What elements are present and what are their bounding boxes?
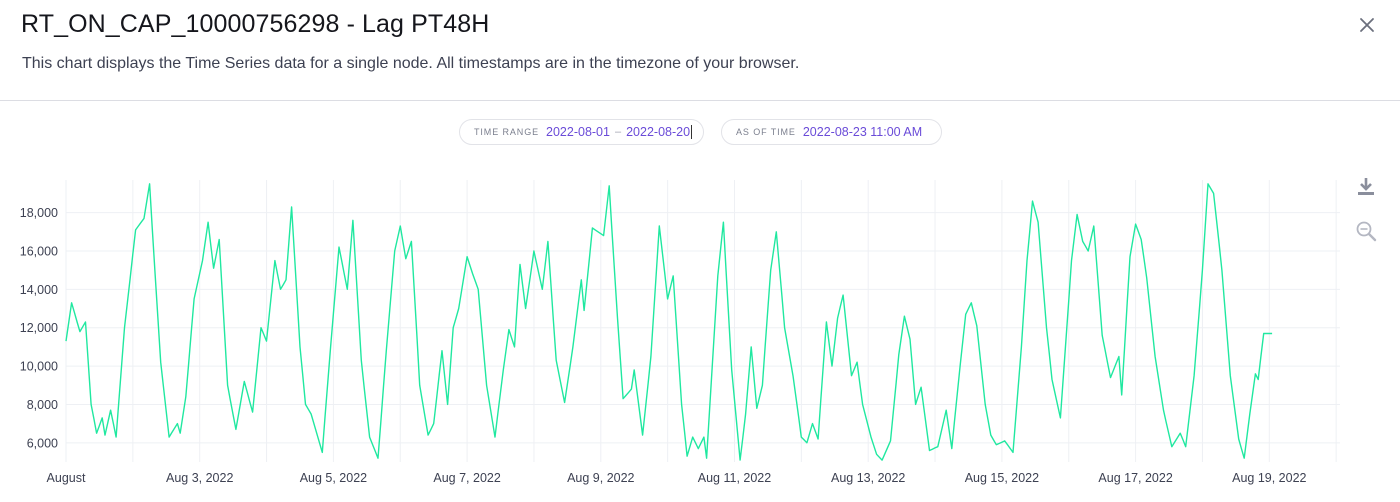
x-tick-label: August — [47, 471, 86, 485]
dialog-header: RT_ON_CAP_10000756298 - Lag PT48H This c… — [0, 0, 1400, 101]
time-range-start-input[interactable]: 2022-08-01 — [546, 125, 610, 139]
as-of-time-label: AS OF TIME — [736, 127, 796, 137]
x-tick-label: Aug 3, 2022 — [166, 471, 233, 485]
as-of-time-picker[interactable]: AS OF TIME 2022-08-23 11:00 AM — [721, 119, 942, 145]
x-tick-label: Aug 9, 2022 — [567, 471, 634, 485]
time-range-label: TIME RANGE — [474, 127, 540, 137]
close-icon[interactable] — [1356, 14, 1378, 36]
y-tick-label: 14,000 — [20, 283, 58, 297]
x-tick-label: Aug 7, 2022 — [433, 471, 500, 485]
time-range-end-input[interactable]: 2022-08-20 — [626, 124, 693, 140]
as-of-time-input[interactable]: 2022-08-23 11:00 AM — [802, 125, 923, 139]
y-tick-label: 8,000 — [27, 398, 58, 412]
time-range-picker[interactable]: TIME RANGE 2022-08-01 – 2022-08-20 — [459, 119, 704, 145]
y-tick-label: 18,000 — [20, 206, 58, 220]
chart-grid — [65, 180, 1340, 462]
x-tick-label: Aug 11, 2022 — [698, 471, 771, 485]
y-tick-label: 10,000 — [20, 360, 58, 374]
x-tick-label: Aug 19, 2022 — [1232, 471, 1306, 485]
x-axis: August Aug 3, 2022 Aug 5, 2022 Aug 7, 2022 A… — [47, 471, 1307, 485]
x-tick-label: Aug 15, 2022 — [965, 471, 1039, 485]
y-tick-label: 6,000 — [27, 436, 58, 450]
y-tick-label: 16,000 — [20, 244, 58, 258]
time-range-separator: – — [614, 126, 622, 138]
y-tick-label: 12,000 — [20, 321, 58, 335]
text-cursor — [691, 125, 693, 140]
y-axis: 6,000 8,000 10,000 12,000 14,000 16,000 18,000 — [20, 206, 58, 450]
series-line — [65, 183, 1273, 461]
x-tick-label: Aug 5, 2022 — [300, 471, 367, 485]
x-tick-label: Aug 13, 2022 — [831, 471, 905, 485]
x-tick-label: Aug 17, 2022 — [1098, 471, 1172, 485]
page-title: RT_ON_CAP_10000756298 - Lag PT48H — [21, 10, 490, 38]
page-subtitle: This chart displays the Time Series data… — [22, 55, 800, 72]
download-icon[interactable] — [1356, 176, 1376, 198]
zoom-out-icon[interactable] — [1355, 220, 1377, 242]
